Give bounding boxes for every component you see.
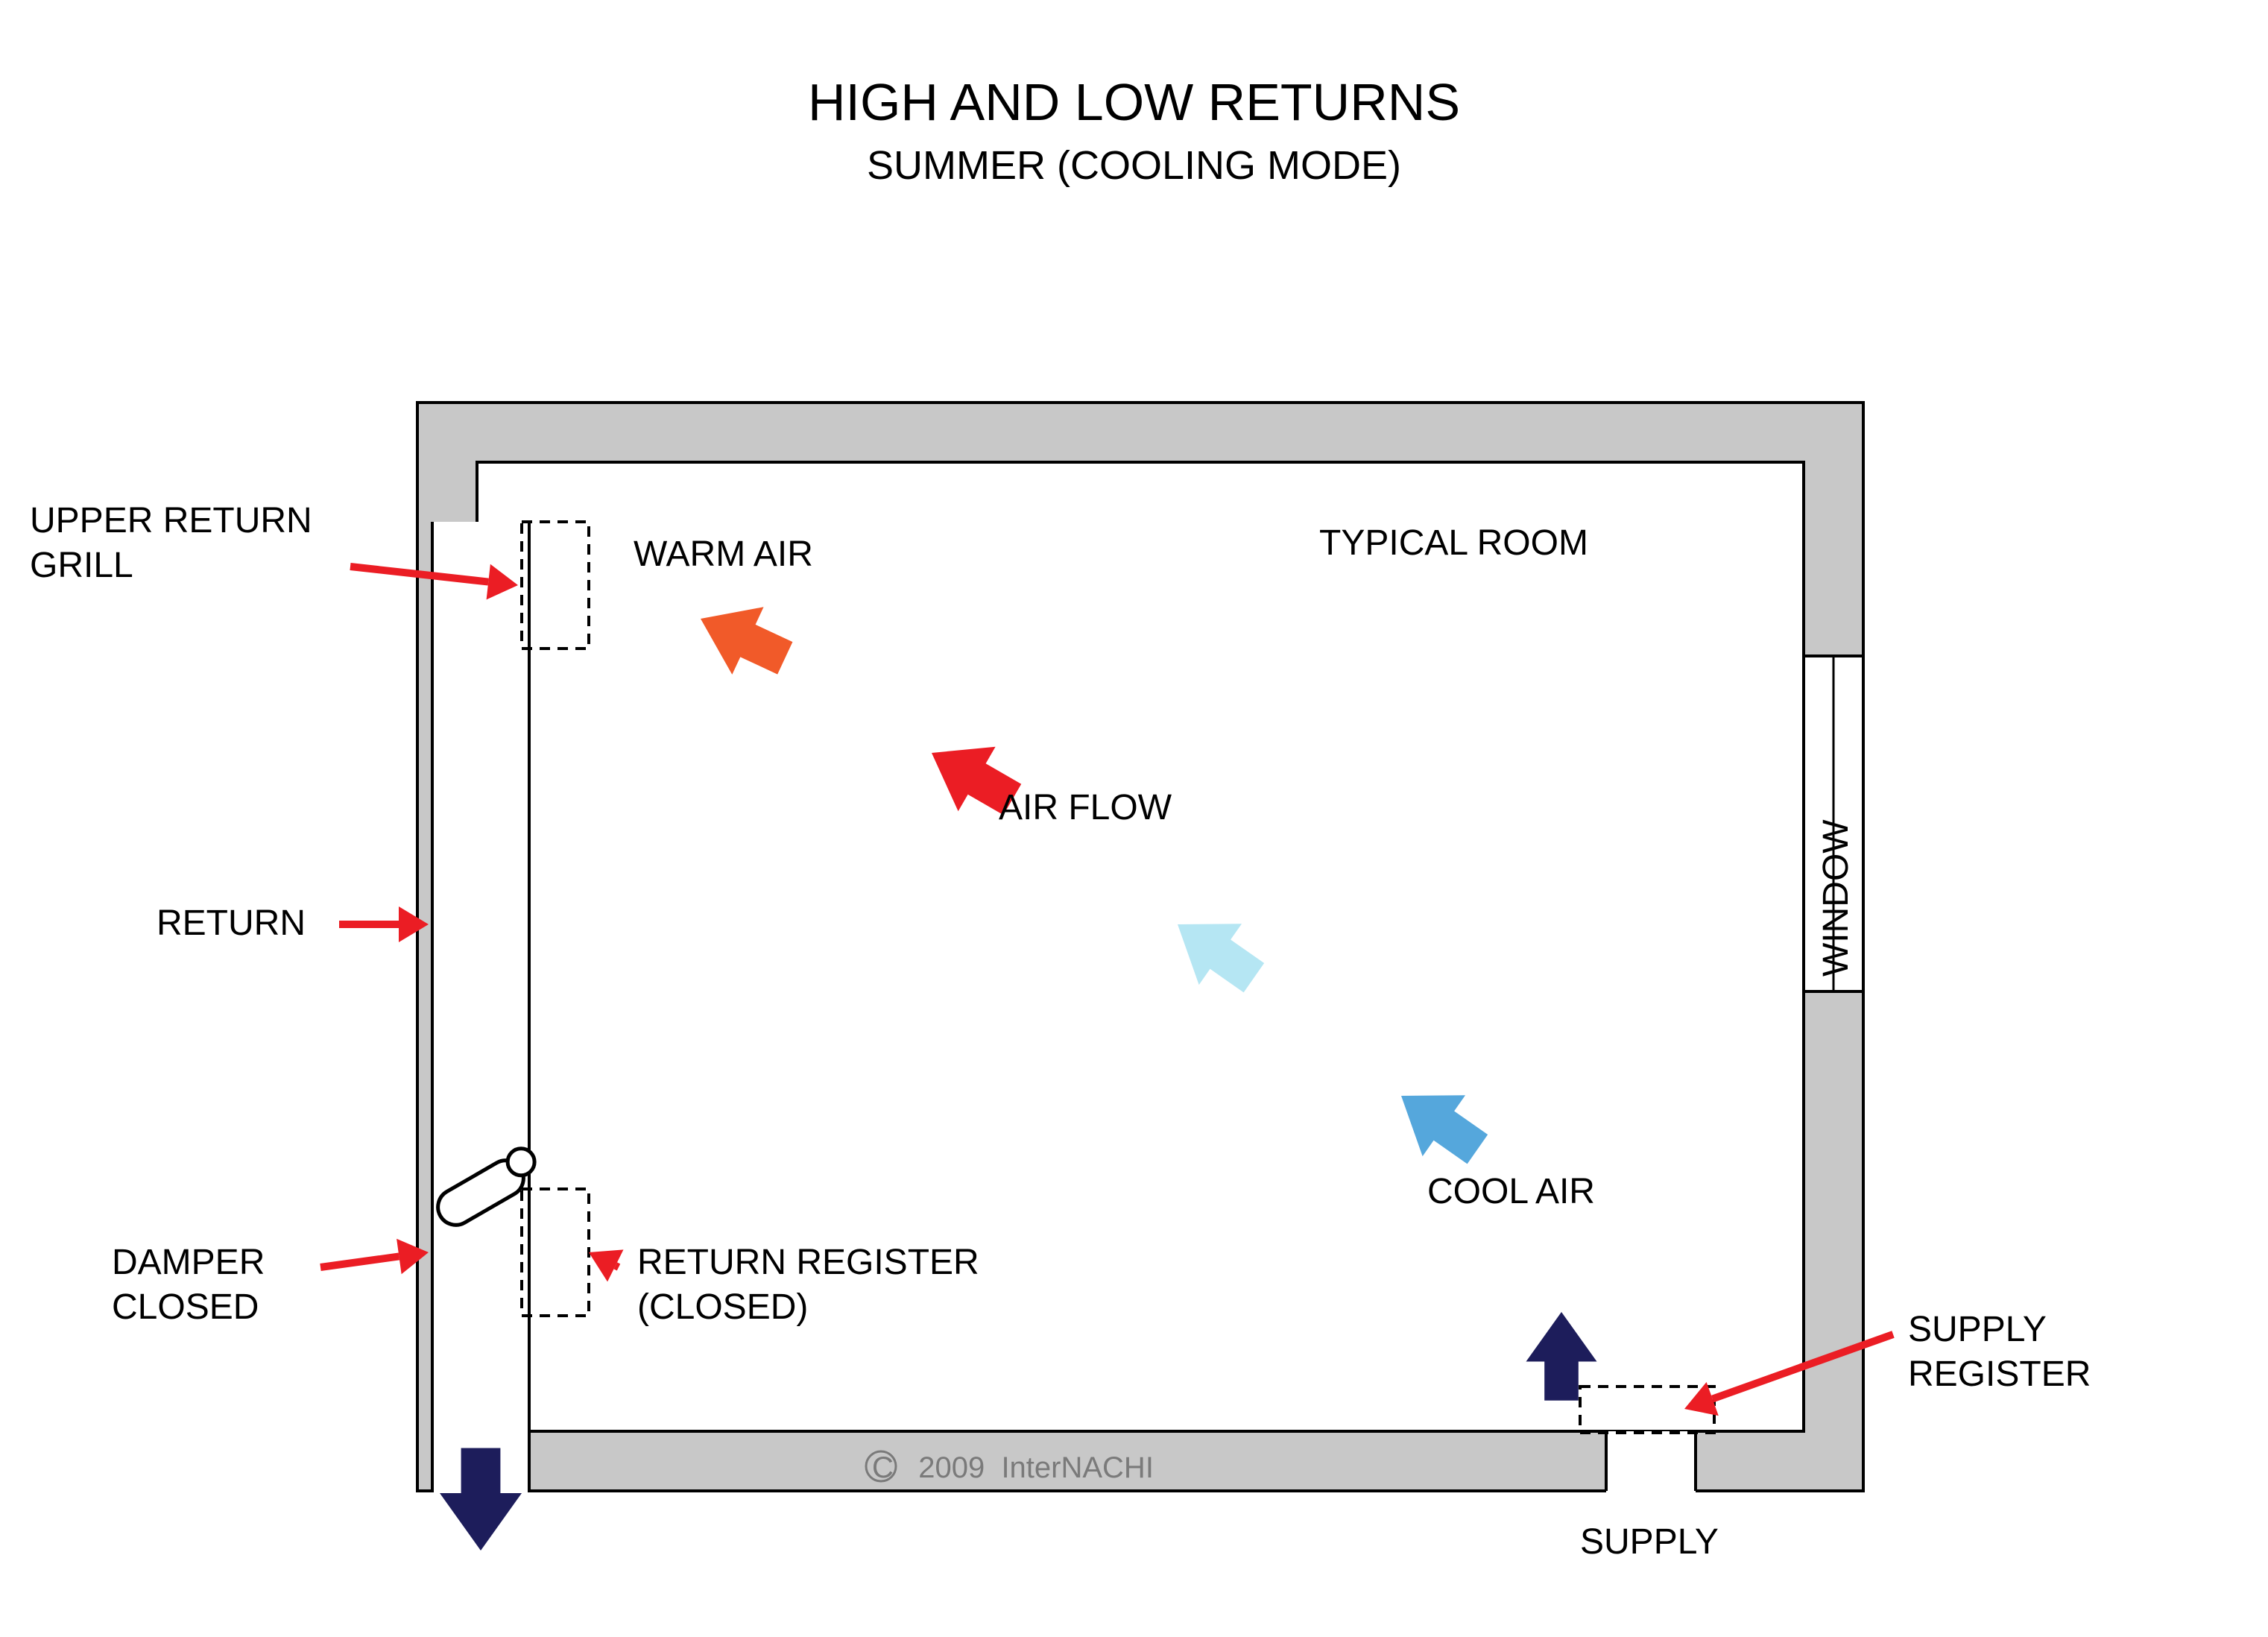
pointer-p_ret_register bbox=[616, 1266, 619, 1267]
label-supply-register-1: SUPPLY bbox=[1908, 1308, 2047, 1351]
label-return: RETURN bbox=[157, 902, 306, 945]
label-cool-air: COOL AIR bbox=[1427, 1170, 1595, 1214]
label-upper-return-2: GRILL bbox=[30, 544, 133, 587]
label-air-flow: AIR FLOW bbox=[999, 786, 1172, 830]
label-return-register-1: RETURN REGISTER bbox=[637, 1241, 979, 1284]
opening-lower-return-register bbox=[522, 1189, 589, 1316]
label-supply-register-2: REGISTER bbox=[1908, 1353, 2091, 1396]
flow-arrow-warm1 bbox=[685, 585, 801, 692]
label-upper-return-1: UPPER RETURN bbox=[30, 499, 312, 543]
flow-arrow-cool2 bbox=[1380, 1065, 1499, 1180]
label-return-register-2: (CLOSED) bbox=[637, 1286, 808, 1329]
pointer-arrows bbox=[320, 564, 1893, 1416]
label-typical-room: TYPICAL ROOM bbox=[1319, 522, 1588, 565]
label-damper-1: DAMPER bbox=[112, 1241, 265, 1284]
label-damper-2: CLOSED bbox=[112, 1286, 259, 1329]
opening-upper-return-grill bbox=[522, 522, 589, 649]
label-warm-air: WARM AIR bbox=[634, 533, 813, 576]
damper-hub-icon bbox=[508, 1149, 534, 1176]
pointer-p_damper bbox=[320, 1256, 399, 1267]
label-supply: SUPPLY bbox=[1580, 1521, 1719, 1564]
airflow-arrows bbox=[440, 585, 1597, 1551]
flow-arrow-cool1 bbox=[1156, 894, 1275, 1009]
label-window: WINDOW bbox=[1815, 819, 1858, 977]
diagram-stage: HIGH AND LOW RETURNS SUMMER (COOLING MOD… bbox=[0, 0, 2268, 1637]
label-copyright: C 2009 InterNACHI bbox=[872, 1450, 1154, 1486]
